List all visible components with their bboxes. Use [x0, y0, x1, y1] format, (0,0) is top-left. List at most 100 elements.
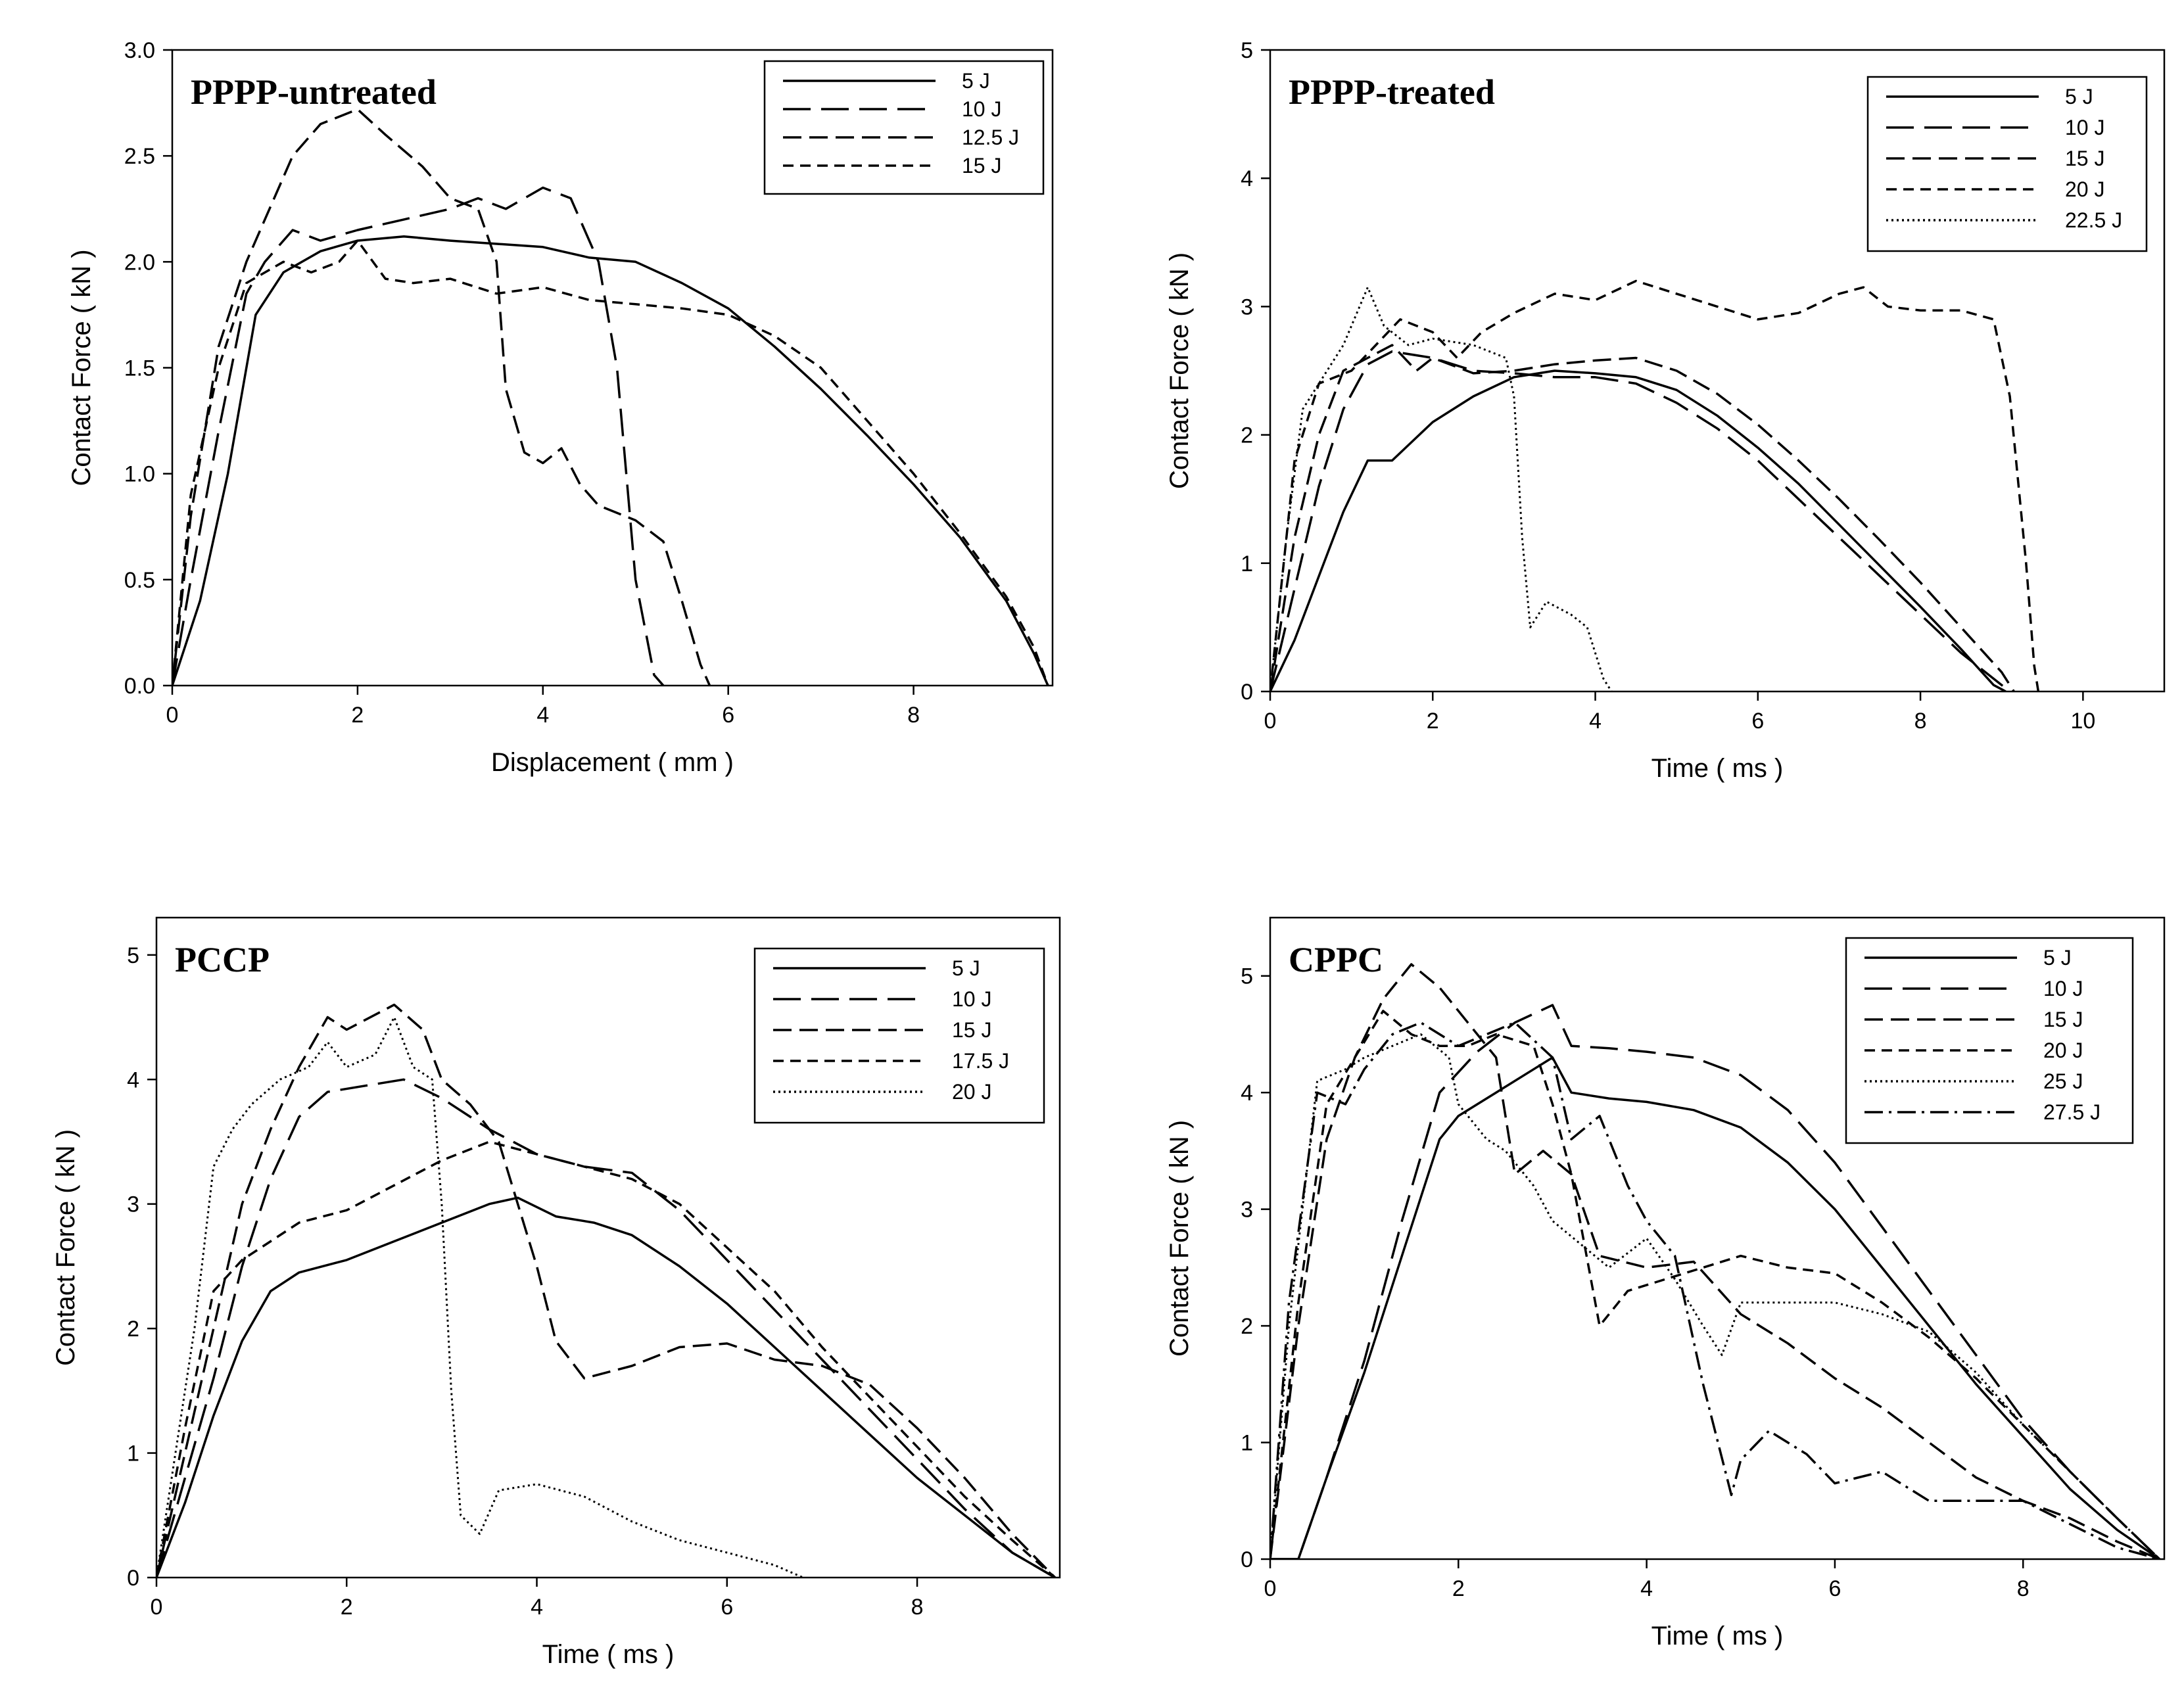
y-tick-label: 3	[127, 1192, 139, 1217]
y-axis-label: Contact Force ( kN )	[67, 249, 96, 486]
y-tick-label: 2.0	[124, 250, 155, 275]
series-line-20Jj	[1270, 1010, 2161, 1559]
y-tick-label: 1	[1241, 551, 1253, 576]
y-tick-label: 5	[127, 943, 139, 968]
legend-label: 20 J	[952, 1080, 991, 1104]
x-axis-label: Time ( ms )	[1651, 1622, 1784, 1651]
y-tick-label: 1	[127, 1441, 139, 1466]
x-tick-label: 2	[1427, 709, 1439, 734]
legend-label: 10 J	[952, 987, 991, 1011]
x-tick-label: 6	[721, 1595, 733, 1620]
legend-label: 15 J	[2065, 147, 2104, 170]
x-tick-label: 0	[151, 1595, 163, 1620]
series-line-10Jj	[156, 1078, 1056, 1578]
panel-title: PPPP-untreated	[191, 72, 437, 112]
y-tick-label: 1.0	[124, 462, 155, 487]
series-line-10Jj	[1270, 350, 2011, 691]
series-line-22-5Jj	[1270, 286, 1613, 691]
x-tick-label: 6	[1828, 1576, 1841, 1601]
y-tick-label: 4	[1241, 1081, 1253, 1106]
x-tick-label: 4	[531, 1595, 543, 1620]
y-axis-label: Contact Force ( kN )	[1165, 1120, 1194, 1357]
x-tick-label: 0	[1264, 1576, 1277, 1601]
y-tick-label: 1	[1241, 1431, 1253, 1456]
y-tick-label: 0.5	[124, 568, 155, 593]
y-tick-label: 3	[1241, 1198, 1253, 1223]
plot-frame	[1269, 49, 2166, 693]
y-tick-label: 1.5	[124, 356, 155, 381]
panel-title: PPPP-treated	[1289, 72, 1495, 112]
legend-label: 15 J	[952, 1018, 991, 1042]
x-tick-label: 8	[911, 1595, 924, 1620]
y-tick-label: 4	[1241, 166, 1253, 191]
series-line-5Jj	[1270, 1056, 2160, 1559]
x-tick-label: 4	[1640, 1576, 1653, 1601]
legend-label: 27.5 J	[2043, 1100, 2101, 1124]
x-tick-label: 8	[1914, 709, 1927, 734]
series-line-5Jj	[1270, 369, 2006, 691]
x-axis-label: Displacement ( mm )	[491, 748, 734, 777]
legend-label: 20 J	[2065, 177, 2104, 201]
chart-panel-4: 0 1 2 3 4 5 0 2 4 6 8 Time ( ms ) Contact Force ( kN…	[1165, 916, 2166, 1651]
y-tick-label: 0	[127, 1566, 139, 1591]
legend-box	[753, 947, 1045, 1124]
x-tick-label: 6	[1751, 709, 1764, 734]
series-line-12-5Jj	[172, 108, 711, 686]
x-tick-label: 0	[1264, 709, 1277, 734]
x-tick-label: 6	[722, 703, 734, 728]
x-tick-label: 2	[351, 703, 364, 728]
legend-box	[763, 60, 1045, 195]
x-tick-label: 8	[2017, 1576, 2030, 1601]
x-axis-label: Time ( ms )	[1651, 754, 1784, 783]
legend-label: 15 J	[962, 154, 1001, 177]
series-line-17-5Jj	[156, 1140, 1056, 1578]
y-tick-label: 0	[1241, 1547, 1253, 1572]
x-tick-label: 2	[1452, 1576, 1465, 1601]
x-tick-label: 2	[341, 1595, 353, 1620]
legend-label: 12.5 J	[962, 126, 1019, 149]
legend-label: 17.5 J	[952, 1049, 1009, 1073]
y-tick-label: 5	[1241, 38, 1253, 63]
series-line-15Jj	[1270, 344, 2015, 691]
legend-box	[1866, 76, 2148, 252]
legend-label: 15 J	[2043, 1008, 2083, 1031]
y-tick-label: 3	[1241, 294, 1253, 319]
y-axis-label: Contact Force ( kN )	[51, 1129, 80, 1366]
series-line-20Jj	[1270, 279, 2040, 691]
x-tick-label: 10	[2070, 709, 2095, 734]
series-line-5Jj	[172, 235, 1049, 686]
panel-title: CPPC	[1289, 940, 1383, 979]
series-line-25Jj	[1270, 1033, 2160, 1559]
series-line-5Jj	[156, 1196, 1056, 1578]
series-line-15Jj	[1270, 963, 2160, 1559]
legend-label: 10 J	[2043, 977, 2083, 1000]
plot-frame	[155, 916, 1061, 1579]
chart-panel-1: 0.0 0.5 1.0 1.5 2.0 2.5 3.0 0 2 4 6 8 Displacement (…	[67, 38, 1054, 777]
y-tick-label: 0	[1241, 680, 1253, 705]
y-tick-label: 2	[1241, 423, 1253, 448]
plot-frame	[1269, 916, 2166, 1560]
y-axis-label: Contact Force ( kN )	[1165, 252, 1194, 489]
x-axis-label: Time ( ms )	[542, 1640, 675, 1669]
chart-panel-2: 0 1 2 3 4 5 0 2 4 6 8 10 Time ( ms ) Contact Force ( …	[1165, 38, 2166, 783]
series-line-10Jj	[1270, 1004, 2161, 1559]
y-tick-label: 2	[1241, 1314, 1253, 1339]
legend-label: 10 J	[962, 97, 1001, 121]
legend-label: 5 J	[2043, 946, 2072, 970]
series-line-27-5Jj	[1270, 1021, 2160, 1559]
legend-label: 10 J	[2065, 116, 2104, 139]
y-tick-label: 5	[1241, 964, 1253, 989]
y-tick-label: 3.0	[124, 38, 155, 63]
x-tick-label: 4	[1589, 709, 1602, 734]
chart-panel-3: 0 1 2 3 4 5 0 2 4 6 8 Time ( ms ) Contact Force ( kN…	[51, 916, 1061, 1669]
legend-label: 5 J	[952, 956, 980, 980]
legend-label: 5 J	[962, 69, 990, 93]
legend-box	[1845, 937, 2134, 1144]
series-line-15Jj	[156, 1003, 1056, 1578]
legend-label: 22.5 J	[2065, 208, 2122, 232]
x-tick-label: 0	[166, 703, 179, 728]
legend-label: 25 J	[2043, 1069, 2083, 1093]
legend-label: 20 J	[2043, 1039, 2083, 1062]
y-tick-label: 2	[127, 1317, 139, 1342]
